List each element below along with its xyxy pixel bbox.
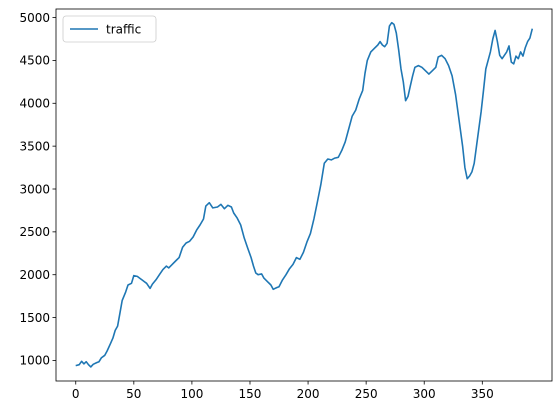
legend-label: traffic (106, 22, 141, 36)
x-tick-label: 200 (297, 387, 320, 401)
x-tick-label: 250 (355, 387, 378, 401)
x-tick-label: 100 (180, 387, 203, 401)
y-tick-label: 1500 (19, 311, 50, 325)
x-tick-label: 350 (471, 387, 494, 401)
y-tick-label: 5000 (19, 11, 50, 25)
y-tick-label: 4000 (19, 97, 50, 111)
series-lines (75, 21, 534, 368)
x-tick-label: 50 (126, 387, 141, 401)
series-line-traffic (75, 21, 534, 368)
legend: traffic (62, 15, 157, 43)
y-tick-label: 3500 (19, 139, 50, 153)
y-tick-label: 1000 (19, 354, 50, 368)
legend-box (62, 15, 157, 43)
x-tick-label: 0 (72, 387, 80, 401)
x-tick-label: 150 (239, 387, 262, 401)
y-tick-label: 4500 (19, 54, 50, 68)
tick-marks: 0 50 100 150 200 250 300 350 1000 1500 2000 2500 300… (19, 11, 493, 401)
y-tick-label: 3000 (19, 182, 50, 196)
x-tick-label: 300 (413, 387, 436, 401)
y-tick-label: 2000 (19, 268, 50, 282)
y-tick-label: 2500 (19, 225, 50, 239)
axes (55, 8, 553, 382)
plot-frame (55, 8, 553, 382)
